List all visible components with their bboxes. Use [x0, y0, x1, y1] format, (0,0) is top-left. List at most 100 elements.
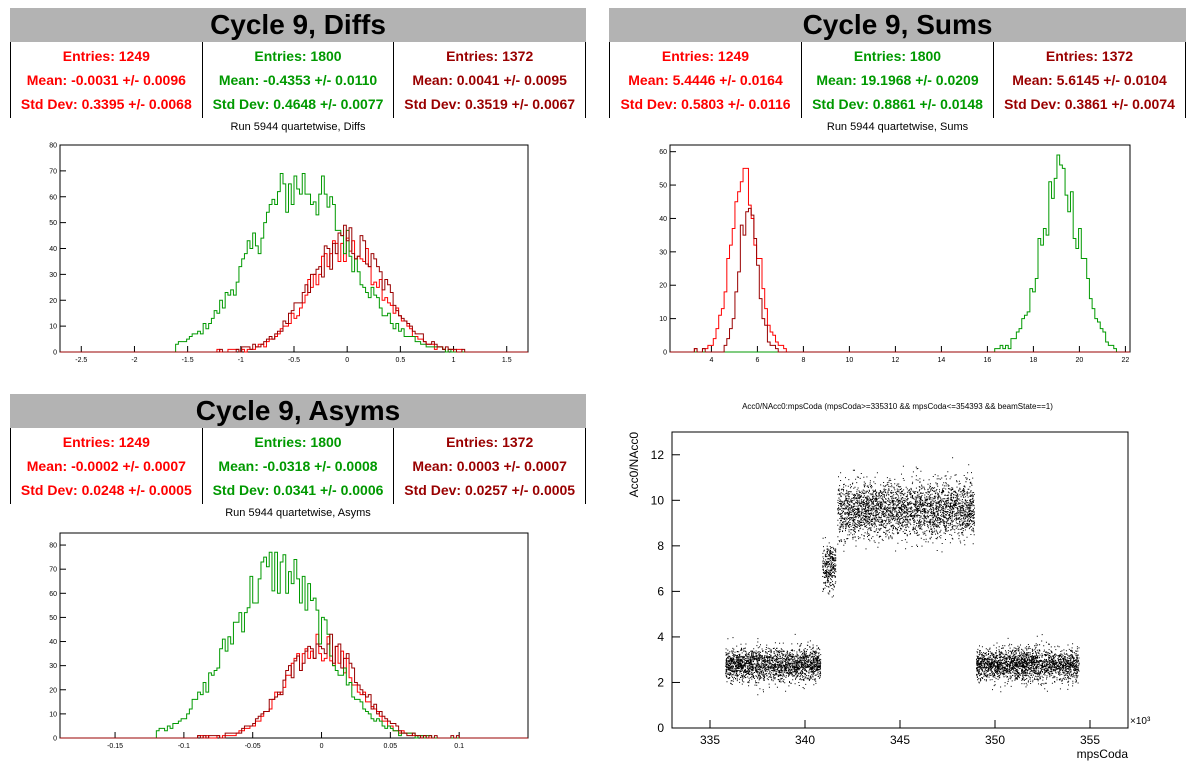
asyms-stat-box-2: Entries: 1800 Mean: -0.0318 +/- 0.0008 S…: [203, 428, 395, 504]
sums-stat-box-1: Entries: 1249 Mean: 5.4446 +/- 0.0164 St…: [610, 42, 802, 118]
y-tick-label: 40: [49, 246, 57, 253]
asyms-stat-box-1: Entries: 1249 Mean: -0.0002 +/- 0.0007 S…: [11, 428, 203, 504]
stat-entries: Entries: 1372: [446, 434, 534, 450]
y-tick-label: 10: [49, 324, 57, 331]
sums-stats: Entries: 1249 Mean: 5.4446 +/- 0.0164 St…: [609, 42, 1186, 118]
y-tick-label: 4: [657, 630, 664, 644]
x-tick-label: -2.5: [75, 357, 87, 364]
histogram-series-1: [670, 167, 1130, 353]
y-tick-label: 60: [659, 149, 667, 156]
stat-std: Std Dev: 0.3395 +/- 0.0068: [20, 96, 192, 112]
x-tick-label: -1: [238, 357, 244, 364]
diffs-title: Cycle 9, Diffs: [10, 8, 586, 42]
stat-entries: Entries: 1249: [661, 48, 750, 64]
stat-mean: Mean: 0.0003 +/- 0.0007: [412, 458, 567, 474]
y-tick-label: 60: [49, 194, 57, 201]
stat-entries: Entries: 1249: [62, 434, 150, 450]
x-tick-label: 18: [1030, 357, 1038, 364]
sums-stat-box-3: Entries: 1372 Mean: 5.6145 +/- 0.0104 St…: [994, 42, 1185, 118]
x-tick-label: 345: [890, 733, 910, 747]
x-tick-label: 1.5: [502, 357, 512, 364]
plot-frame: [669, 144, 1131, 353]
y-tick-label: 30: [659, 249, 667, 256]
stat-mean: Mean: 0.0041 +/- 0.0095: [412, 72, 567, 88]
diffs-subtitle: Run 5944 quartetwise, Diffs: [230, 121, 366, 133]
x-tick-label: 16: [984, 357, 992, 364]
stat-mean: Mean: 5.4446 +/- 0.0164: [628, 72, 783, 88]
histogram-series-1: [60, 633, 528, 739]
y-axis-label: Acc0/NAcc0: [627, 432, 641, 498]
y-tick-label: 80: [49, 143, 57, 150]
y-tick-label: 12: [651, 448, 665, 462]
y-tick-label: 20: [49, 298, 57, 305]
y-tick-label: 60: [49, 591, 57, 598]
y-tick-label: 40: [49, 639, 57, 646]
y-tick-label: 10: [659, 316, 667, 323]
sums-histogram: 4 6 8 10 12 14 16 18 20 22 0 10 20 30 40 50 60: [659, 144, 1131, 364]
stat-mean: Mean: 5.6145 +/- 0.0104: [1012, 72, 1167, 88]
stat-std: Std Dev: 0.0341 +/- 0.0006: [212, 482, 384, 498]
stat-std: Std Dev: 0.5803 +/- 0.0116: [620, 96, 791, 112]
x-tick-label: 0.05: [384, 743, 398, 750]
y-tick-label: 70: [49, 567, 57, 574]
stat-std: Std Dev: 0.4648 +/- 0.0077: [212, 96, 384, 112]
stat-mean: Mean: 19.1968 +/- 0.0209: [816, 72, 979, 88]
x-tick-label: -2: [131, 357, 137, 364]
y-tick-label: 8: [657, 539, 664, 553]
histogram-series-1: [60, 237, 528, 353]
x-tick-label: -0.1: [178, 743, 190, 750]
x-tick-label: 22: [1122, 357, 1130, 364]
y-tick-label: 50: [49, 615, 57, 622]
x-tick-label: 10: [846, 357, 854, 364]
x-axis-scale: ×10³: [1130, 716, 1151, 727]
sums-title: Cycle 9, Sums: [609, 8, 1186, 42]
stat-std: Std Dev: 0.3519 +/- 0.0067: [404, 96, 576, 112]
asyms-title: Cycle 9, Asyms: [10, 394, 586, 428]
y-tick-label: 40: [659, 216, 667, 223]
x-axis-label: mpsCoda: [1077, 747, 1129, 761]
scatter-plot: 335 340 345 350 355 0 2 4 6 8 10 12 mpsCoda ×10³ Acc0/…: [627, 431, 1151, 761]
sums-stat-box-2: Entries: 1800 Mean: 19.1968 +/- 0.0209 S…: [802, 42, 994, 118]
y-tick-label: 10: [651, 493, 665, 507]
x-tick-label: 12: [892, 357, 900, 364]
x-tick-label: -0.5: [288, 357, 300, 364]
x-tick-label: 0.1: [454, 743, 464, 750]
x-tick-label: 4: [709, 357, 713, 364]
x-tick-label: -0.05: [245, 743, 261, 750]
x-tick-label: 340: [795, 733, 815, 747]
x-tick-label: 0: [320, 743, 324, 750]
scatter-title: Acc0/NAcc0:mpsCoda (mpsCoda>=335310 && m…: [742, 402, 1053, 411]
x-tick-label: 8: [801, 357, 805, 364]
histogram-series-3: [60, 633, 528, 739]
y-tick-label: 20: [659, 283, 667, 290]
y-tick-label: 0: [657, 721, 664, 735]
y-tick-label: 70: [49, 168, 57, 175]
stat-mean: Mean: -0.0031 +/- 0.0096: [26, 72, 186, 88]
plot-frame: [671, 431, 1129, 729]
stat-entries: Entries: 1249: [62, 48, 150, 64]
stat-mean: Mean: -0.0002 +/- 0.0007: [26, 458, 186, 474]
y-tick-label: 2: [657, 675, 664, 689]
x-tick-label: -1.5: [182, 357, 194, 364]
histogram-series-3: [670, 207, 1130, 353]
x-tick-label: -0.15: [107, 743, 123, 750]
x-tick-label: 1: [452, 357, 456, 364]
histogram-series-3: [60, 224, 528, 353]
y-tick-label: 80: [49, 543, 57, 550]
x-tick-label: 0: [345, 357, 349, 364]
plot-frame: [59, 532, 529, 739]
x-tick-label: 350: [985, 733, 1005, 747]
diffs-stat-box-1: Entries: 1249 Mean: -0.0031 +/- 0.0096 S…: [11, 42, 203, 118]
x-tick-label: 14: [938, 357, 946, 364]
asyms-stats: Entries: 1249 Mean: -0.0002 +/- 0.0007 S…: [10, 428, 586, 504]
diffs-stats: Entries: 1249 Mean: -0.0031 +/- 0.0096 S…: [10, 42, 586, 118]
asyms-histogram: -0.15 -0.1 -0.05 0 0.05 0.1 0 10 20 30 40 50 60 70 80: [49, 532, 529, 750]
diffs-stat-box-3: Entries: 1372 Mean: 0.0041 +/- 0.0095 St…: [394, 42, 585, 118]
stat-mean: Mean: -0.0318 +/- 0.0008: [218, 458, 378, 474]
stat-std: Std Dev: 0.3861 +/- 0.0074: [1004, 96, 1175, 112]
x-tick-label: 6: [755, 357, 759, 364]
stat-mean: Mean: -0.4353 +/- 0.0110: [218, 72, 378, 88]
y-tick-label: 50: [49, 220, 57, 227]
stat-entries: Entries: 1800: [853, 48, 942, 64]
y-tick-label: 0: [663, 350, 667, 357]
